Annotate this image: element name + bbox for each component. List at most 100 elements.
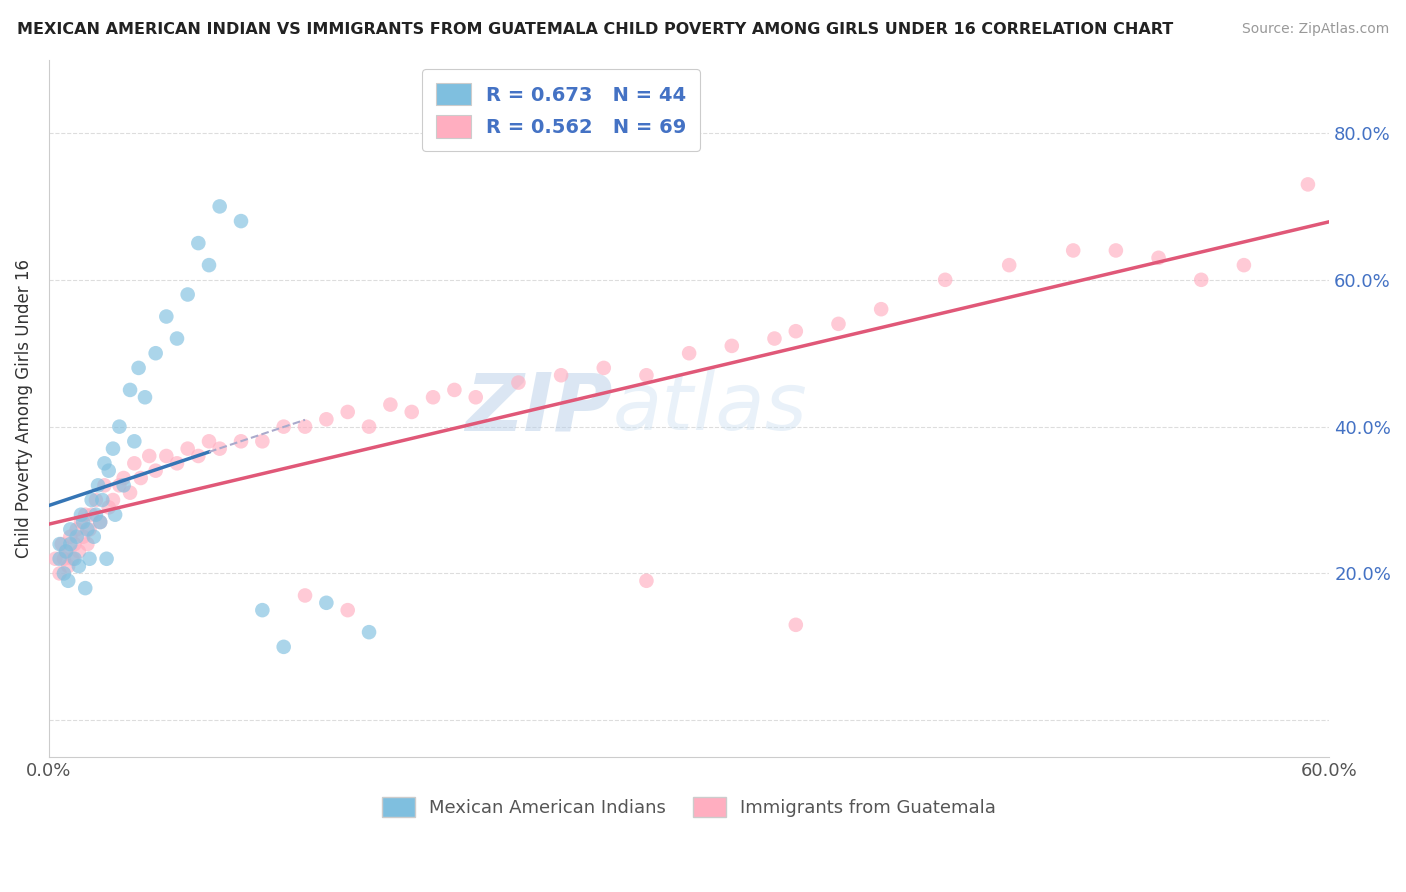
Point [678, 346, 700, 360]
Text: Source: ZipAtlas.com: Source: ZipAtlas.com [1241, 22, 1389, 37]
Point [198, 258, 221, 272]
Point [75, 581, 97, 595]
Point [294, 589, 316, 603]
Point [63, 537, 86, 551]
Point [48, 551, 70, 566]
Point [112, 471, 135, 485]
Point [1105, 244, 1128, 258]
Point [66, 522, 89, 536]
Point [166, 456, 188, 470]
Text: atlas: atlas [612, 369, 807, 447]
Point [97, 500, 120, 515]
Point [128, 360, 150, 375]
Point [1233, 258, 1256, 272]
Point [294, 419, 316, 434]
Point [1062, 244, 1084, 258]
Point [104, 508, 127, 522]
Point [67, 544, 90, 558]
Point [80, 493, 103, 508]
Point [91, 493, 114, 508]
Point [59, 537, 82, 551]
Point [59, 530, 82, 544]
Point [75, 508, 97, 522]
Point [76, 522, 98, 536]
Point [785, 617, 807, 632]
Point [72, 515, 94, 529]
Point [55, 544, 77, 558]
Point [336, 603, 359, 617]
Point [357, 625, 380, 640]
Point [315, 596, 337, 610]
Point [380, 398, 402, 412]
Point [229, 434, 252, 449]
Point [208, 199, 231, 213]
Point [70, 508, 93, 522]
Point [176, 442, 198, 456]
Point [66, 530, 89, 544]
Point [870, 302, 893, 317]
Point [443, 383, 465, 397]
Point [56, 574, 79, 588]
Point [187, 236, 209, 251]
Point [120, 485, 142, 500]
Point [134, 390, 156, 404]
Point [550, 368, 572, 383]
Point [401, 405, 423, 419]
Point [124, 456, 146, 470]
Point [56, 559, 79, 574]
Point [166, 332, 188, 346]
Point [44, 551, 66, 566]
Point [1296, 178, 1319, 192]
Point [87, 478, 110, 492]
Point [124, 434, 146, 449]
Point [273, 640, 295, 654]
Point [112, 478, 135, 492]
Point [208, 442, 231, 456]
Point [84, 508, 107, 522]
Point [84, 493, 107, 508]
Point [83, 530, 105, 544]
Point [422, 390, 444, 404]
Point [720, 339, 742, 353]
Point [155, 449, 177, 463]
Point [252, 603, 274, 617]
Point [79, 551, 101, 566]
Point [70, 515, 93, 529]
Point [93, 456, 115, 470]
Point [357, 419, 380, 434]
Point [101, 442, 124, 456]
Point [785, 324, 807, 338]
Point [636, 574, 658, 588]
Point [48, 566, 70, 581]
Point [89, 515, 111, 529]
Point [1189, 273, 1212, 287]
Point [934, 273, 956, 287]
Point [76, 537, 98, 551]
Point [187, 449, 209, 463]
Point [273, 419, 295, 434]
Text: ZIP: ZIP [465, 369, 612, 447]
Point [63, 551, 86, 566]
Point [62, 551, 84, 566]
Point [96, 551, 118, 566]
Point [108, 478, 131, 492]
Point [508, 376, 530, 390]
Point [51, 537, 73, 551]
Point [52, 566, 75, 581]
Point [763, 332, 786, 346]
Point [1147, 251, 1170, 265]
Point [101, 493, 124, 508]
Point [129, 471, 152, 485]
Point [79, 522, 101, 536]
Point [145, 346, 167, 360]
Point [67, 559, 90, 574]
Text: MEXICAN AMERICAN INDIAN VS IMMIGRANTS FROM GUATEMALA CHILD POVERTY AMONG GIRLS U: MEXICAN AMERICAN INDIAN VS IMMIGRANTS FR… [17, 22, 1173, 37]
Point [464, 390, 486, 404]
Point [315, 412, 337, 426]
Point [72, 530, 94, 544]
Point [198, 434, 221, 449]
Point [176, 287, 198, 301]
Point [55, 544, 77, 558]
Point [89, 515, 111, 529]
Point [155, 310, 177, 324]
